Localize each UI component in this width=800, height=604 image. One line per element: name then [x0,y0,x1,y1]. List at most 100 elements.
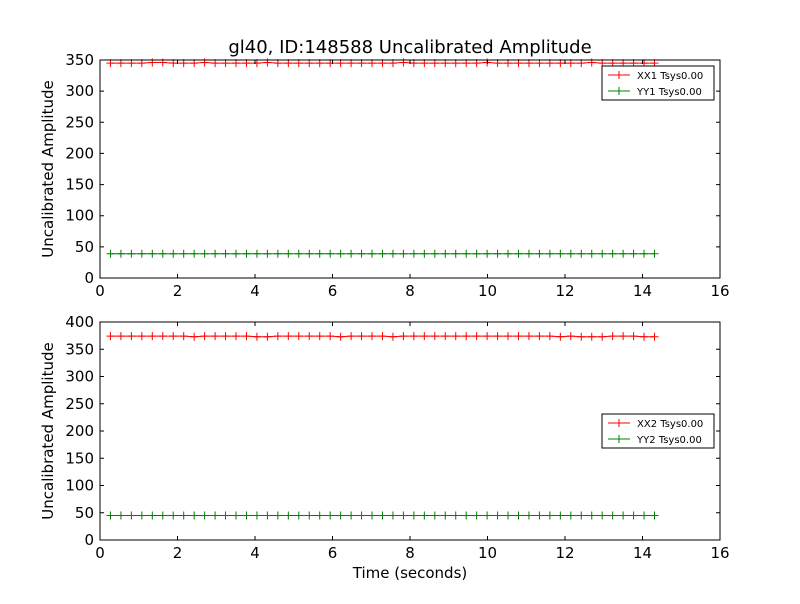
x-tick-label: 10 [478,282,497,300]
data-point [336,249,345,258]
data-point [347,249,356,258]
data-point [127,332,136,341]
data-point [263,332,272,341]
y-tick-label: 50 [75,238,94,256]
data-point [577,511,586,520]
data-point [640,511,649,520]
data-point [640,332,649,341]
x-tick-label: 0 [95,282,105,300]
data-point [252,511,261,520]
data-point [556,249,565,258]
data-point [315,249,324,258]
data-point [441,332,450,341]
data-point [284,249,293,258]
data-point [420,332,429,341]
x-tick-label: 2 [173,282,183,300]
y-tick-label: 100 [65,207,94,225]
y-tick-label: 350 [65,340,94,358]
chart-title: gl40, ID:148588 Uncalibrated Amplitude [228,37,591,58]
data-point [472,511,481,520]
x-tick-label: 12 [555,282,574,300]
data-point [524,249,533,258]
legend-entry: XX2 Tsys0.00 [637,419,703,430]
data-point [629,249,638,258]
y-tick-label: 300 [65,368,94,386]
data-point [200,332,209,341]
data-point [483,332,492,341]
data-point [242,332,251,341]
y-tick-label: 50 [75,504,94,522]
data-point [200,249,209,258]
data-point [587,249,596,258]
y-tick-label: 200 [65,422,94,440]
data-point [378,511,387,520]
data-point [462,511,471,520]
legend-marker [608,435,630,443]
data-point [535,511,544,520]
data-point [315,332,324,341]
data-point [357,332,366,341]
data-point [650,511,659,520]
data-point [336,511,345,520]
legend-frame [601,65,715,101]
y-tick-label: 250 [65,395,94,413]
data-point [409,249,418,258]
data-point [629,511,638,520]
data-point [263,249,272,258]
data-point [221,511,230,520]
data-point [273,332,282,341]
subplot-2: 0 2 4 6 8 10 12 14 16 0 50 100 150 200 250 300 350 400 Unc… [39,313,730,582]
data-point [294,511,303,520]
data-point [116,249,125,258]
data-point [399,332,408,341]
x-tick-label: 8 [405,544,415,562]
y-tick-label: 200 [65,144,94,162]
data-point [545,332,554,341]
data-point [252,332,261,341]
data-point [524,511,533,520]
data-point [158,249,167,258]
data-point [116,511,125,520]
data-point [326,511,335,520]
data-point [273,511,282,520]
data-point [305,332,314,341]
legend-entry: YY1 Tsys0.00 [636,87,702,98]
data-point [535,332,544,341]
data-point [619,332,628,341]
data-point [650,249,659,258]
legend-entry: XX1 Tsys0.00 [637,71,703,82]
data-point [493,332,502,341]
data-point [357,249,366,258]
data-point [190,249,199,258]
data-point [127,511,136,520]
x-axis-label: Time (seconds) [352,564,468,582]
data-point [294,249,303,258]
y-tick-label: 250 [65,113,94,131]
data-point [504,511,513,520]
data-point [483,511,492,520]
data-point [169,332,178,341]
data-point [430,332,439,341]
y-tick-label: 350 [65,51,94,69]
data-point [368,332,377,341]
legend-marker [608,71,630,79]
data-point [148,332,157,341]
y-tick-label: 400 [65,313,94,331]
data-point [158,511,167,520]
data-point [211,249,220,258]
y-tick-label: 300 [65,82,94,100]
data-point [232,332,241,341]
data-point [232,249,241,258]
data-point [608,511,617,520]
data-point [483,249,492,258]
data-point [545,249,554,258]
data-point [608,332,617,341]
legend: XX2 Tsys0.00 YY2 Tsys0.00 [601,413,715,449]
data-point [598,332,607,341]
data-point [179,511,188,520]
x-tick-label: 16 [710,282,729,300]
y-axis-label: Uncalibrated Amplitude [39,342,57,519]
data-point [504,249,513,258]
